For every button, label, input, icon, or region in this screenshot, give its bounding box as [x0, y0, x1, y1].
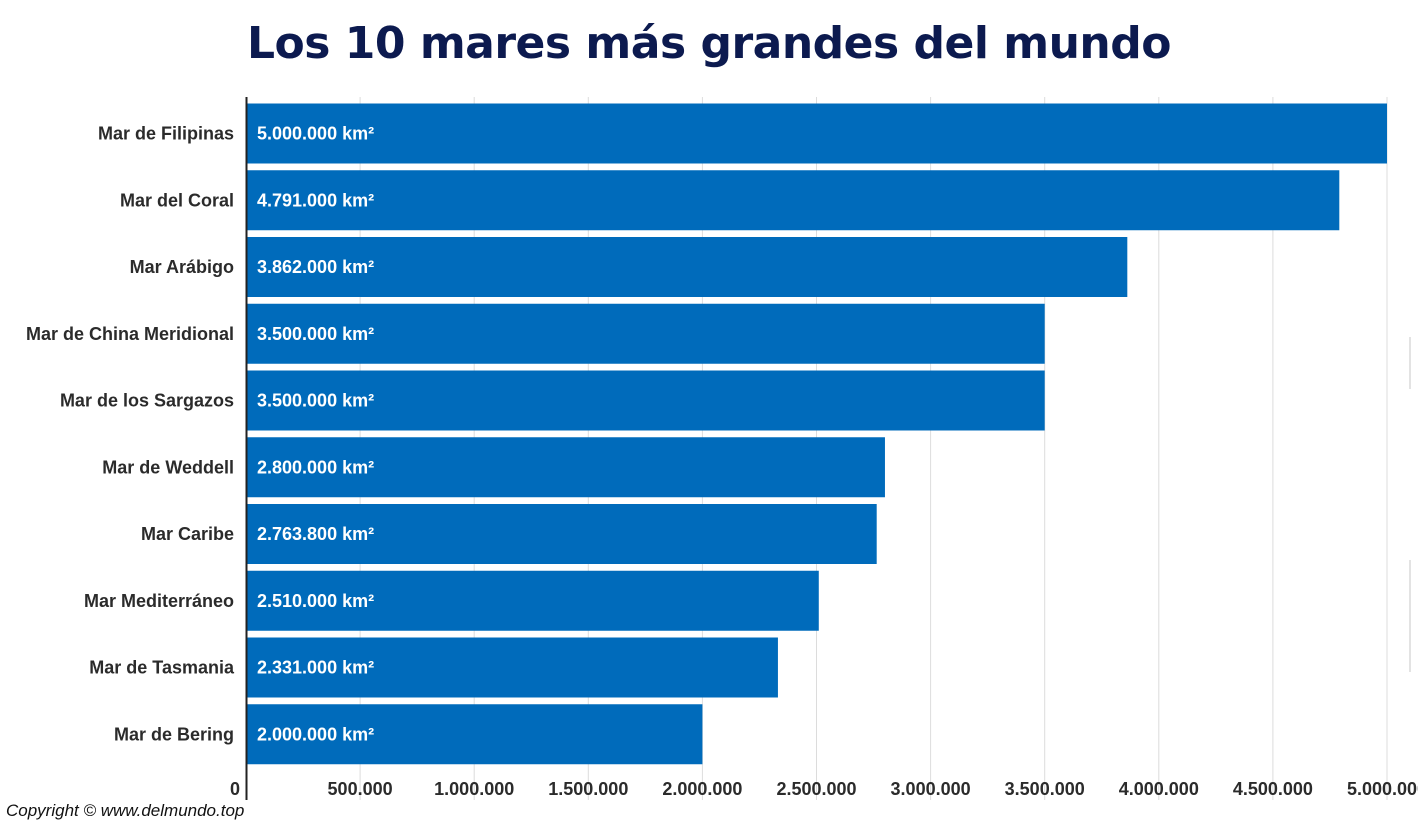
data-label: 2.000.000 km²: [257, 724, 374, 744]
data-label: 2.510.000 km²: [257, 591, 374, 611]
bar: [247, 170, 1340, 231]
bars: 5.000.000 km² 4.791.000 km² 3.862.000 km² 3…: [247, 103, 1387, 765]
data-label: 2.763.800 km²: [257, 524, 374, 544]
x-tick-label: 1.500.000: [548, 779, 628, 799]
bar: [247, 303, 1045, 364]
x-tick-label: 4.500.000: [1233, 779, 1313, 799]
data-label: 5.000.000 km²: [257, 124, 374, 144]
data-label: 2.800.000 km²: [257, 457, 374, 477]
bar: [247, 437, 885, 498]
category-label: Mar de Filipinas: [98, 124, 234, 144]
category-label: Mar de Tasmania: [89, 658, 235, 678]
category-label: Mar Caribe: [141, 524, 234, 544]
bar: [247, 570, 819, 631]
x-tick-labels: 0 500.000 1.000.000 1.500.000 2.000.000 2.500…: [230, 779, 1418, 799]
x-tick-label: 0: [230, 779, 240, 799]
x-tick-label: 2.500.000: [776, 779, 856, 799]
category-label: Mar de Bering: [114, 724, 234, 744]
data-label: 3.862.000 km²: [257, 257, 374, 277]
data-label: 3.500.000 km²: [257, 391, 374, 411]
edge-decoration: [1409, 560, 1411, 672]
x-tick-label: 1.000.000: [434, 779, 514, 799]
bar: [247, 237, 1128, 297]
category-labels: Mar de Filipinas Mar del Coral Mar Arábigo…: [26, 124, 235, 745]
copyright-notice: Copyright © www.delmundo.top: [6, 801, 245, 820]
x-tick-label: 3.500.000: [1005, 779, 1085, 799]
category-label: Mar del Coral: [120, 190, 234, 210]
category-label: Mar de China Meridional: [26, 324, 234, 344]
x-tick-label: 3.000.000: [891, 779, 971, 799]
chart-title: Los 10 mares más grandes del mundo: [247, 18, 1171, 69]
bar: [247, 704, 703, 765]
bar: [247, 637, 778, 698]
bar: [247, 504, 877, 564]
bar: [247, 103, 1387, 164]
category-label: Mar de Weddell: [102, 457, 234, 477]
edge-decoration: [1409, 337, 1411, 389]
data-label: 4.791.000 km²: [257, 190, 374, 210]
x-tick-label: 2.000.000: [662, 779, 742, 799]
category-label: Mar Arábigo: [130, 257, 234, 277]
x-tick-label: 500.000: [328, 779, 393, 799]
x-tick-label: 5.000.000: [1347, 779, 1418, 799]
x-tick-label: 4.000.000: [1119, 779, 1199, 799]
bar: [247, 370, 1045, 431]
category-label: Mar de los Sargazos: [60, 391, 234, 411]
category-label: Mar Mediterráneo: [84, 591, 234, 611]
data-label: 3.500.000 km²: [257, 324, 374, 344]
data-label: 2.331.000 km²: [257, 658, 374, 678]
